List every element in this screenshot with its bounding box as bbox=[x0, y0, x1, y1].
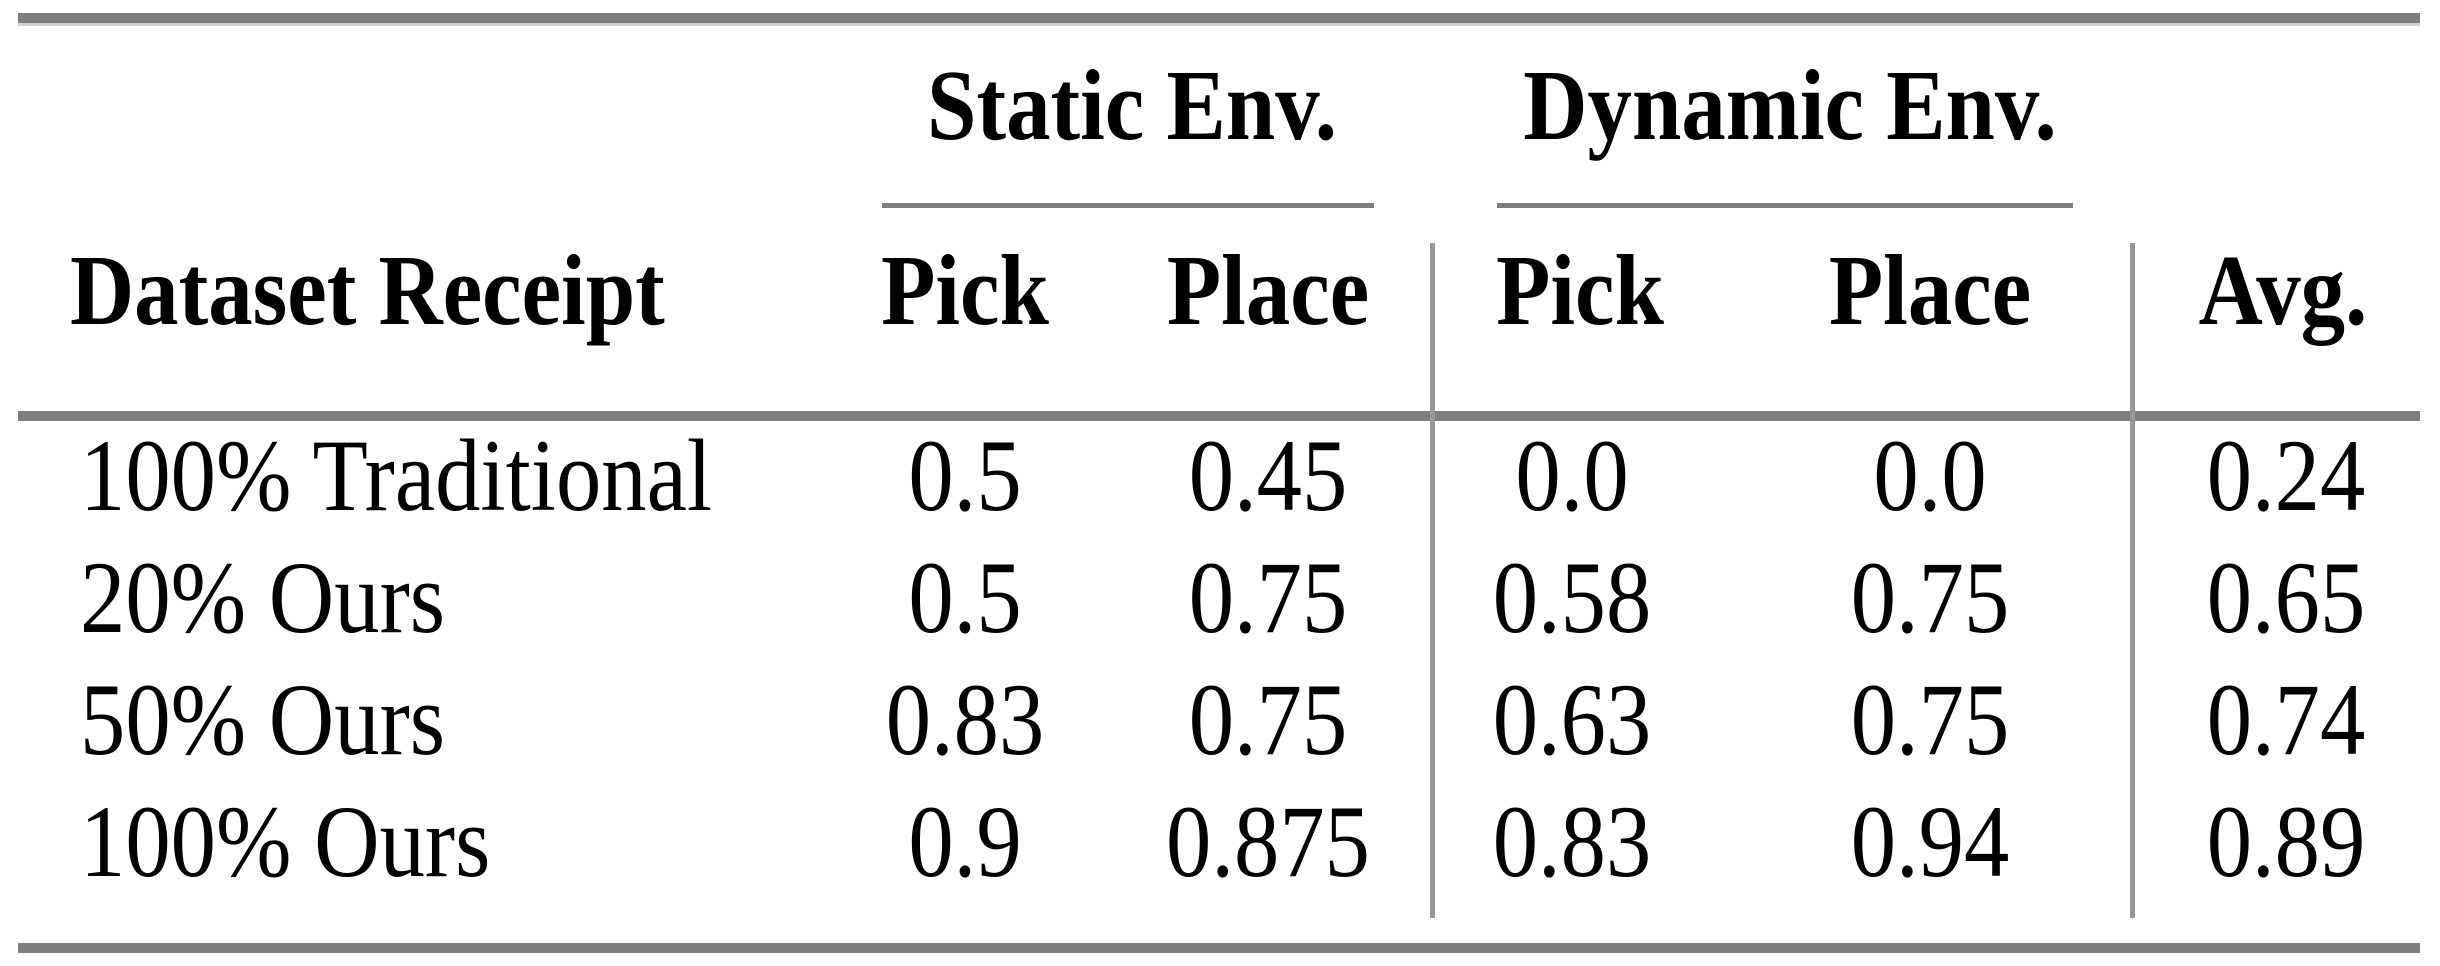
column-header-static-place: Place bbox=[1166, 234, 1370, 346]
column-header-avg: Avg. bbox=[2198, 234, 2368, 346]
table-cell: 0.63 bbox=[1492, 663, 1652, 777]
row-label: 100% Ours bbox=[80, 785, 491, 899]
row-label: 50% Ours bbox=[80, 663, 446, 777]
vertical-rule-static-dynamic bbox=[1430, 243, 1435, 918]
top-rule-light-line bbox=[18, 23, 2420, 26]
row-label: 20% Ours bbox=[80, 541, 446, 655]
table-cell: 0.83 bbox=[885, 663, 1045, 777]
table-cell: 0.89 bbox=[2206, 785, 2366, 899]
table-cell: 0.65 bbox=[2206, 541, 2366, 655]
table-cell: 0.58 bbox=[1492, 541, 1652, 655]
table-cell: 0.74 bbox=[2206, 663, 2366, 777]
group-header-static-env: Static Env. bbox=[927, 49, 1337, 161]
table-cell: 0.75 bbox=[1188, 541, 1348, 655]
table-cell: 0.24 bbox=[2206, 419, 2366, 533]
column-header-dynamic-place: Place bbox=[1828, 234, 2032, 346]
group-header-dynamic-env: Dynamic Env. bbox=[1523, 49, 2057, 161]
table-cell: 0.45 bbox=[1188, 419, 1348, 533]
column-header-dynamic-pick: Pick bbox=[1496, 234, 1664, 346]
table-cell: 0.5 bbox=[908, 541, 1022, 655]
table-cell: 0.75 bbox=[1850, 541, 2010, 655]
table-cell: 0.94 bbox=[1850, 785, 2010, 899]
header-separator-rule bbox=[18, 411, 2420, 421]
top-rule bbox=[18, 13, 2420, 23]
row-label: 100% Traditional bbox=[80, 419, 713, 533]
table-cell: 0.0 bbox=[1515, 419, 1629, 533]
dynamic-env-cmidrule bbox=[1497, 203, 2073, 208]
column-header-dataset-receipt: Dataset Receipt bbox=[70, 234, 665, 346]
table-cell: 0.5 bbox=[908, 419, 1022, 533]
table-cell: 0.75 bbox=[1188, 663, 1348, 777]
table-cell: 0.83 bbox=[1492, 785, 1652, 899]
bottom-rule bbox=[18, 943, 2420, 953]
table-cell: 0.75 bbox=[1850, 663, 2010, 777]
static-env-cmidrule bbox=[882, 203, 1374, 208]
column-header-static-pick: Pick bbox=[881, 234, 1049, 346]
table-cell: 0.875 bbox=[1166, 785, 1370, 899]
table-cell: 0.0 bbox=[1873, 419, 1987, 533]
table-cell: 0.9 bbox=[908, 785, 1022, 899]
vertical-rule-dynamic-avg bbox=[2130, 243, 2135, 918]
